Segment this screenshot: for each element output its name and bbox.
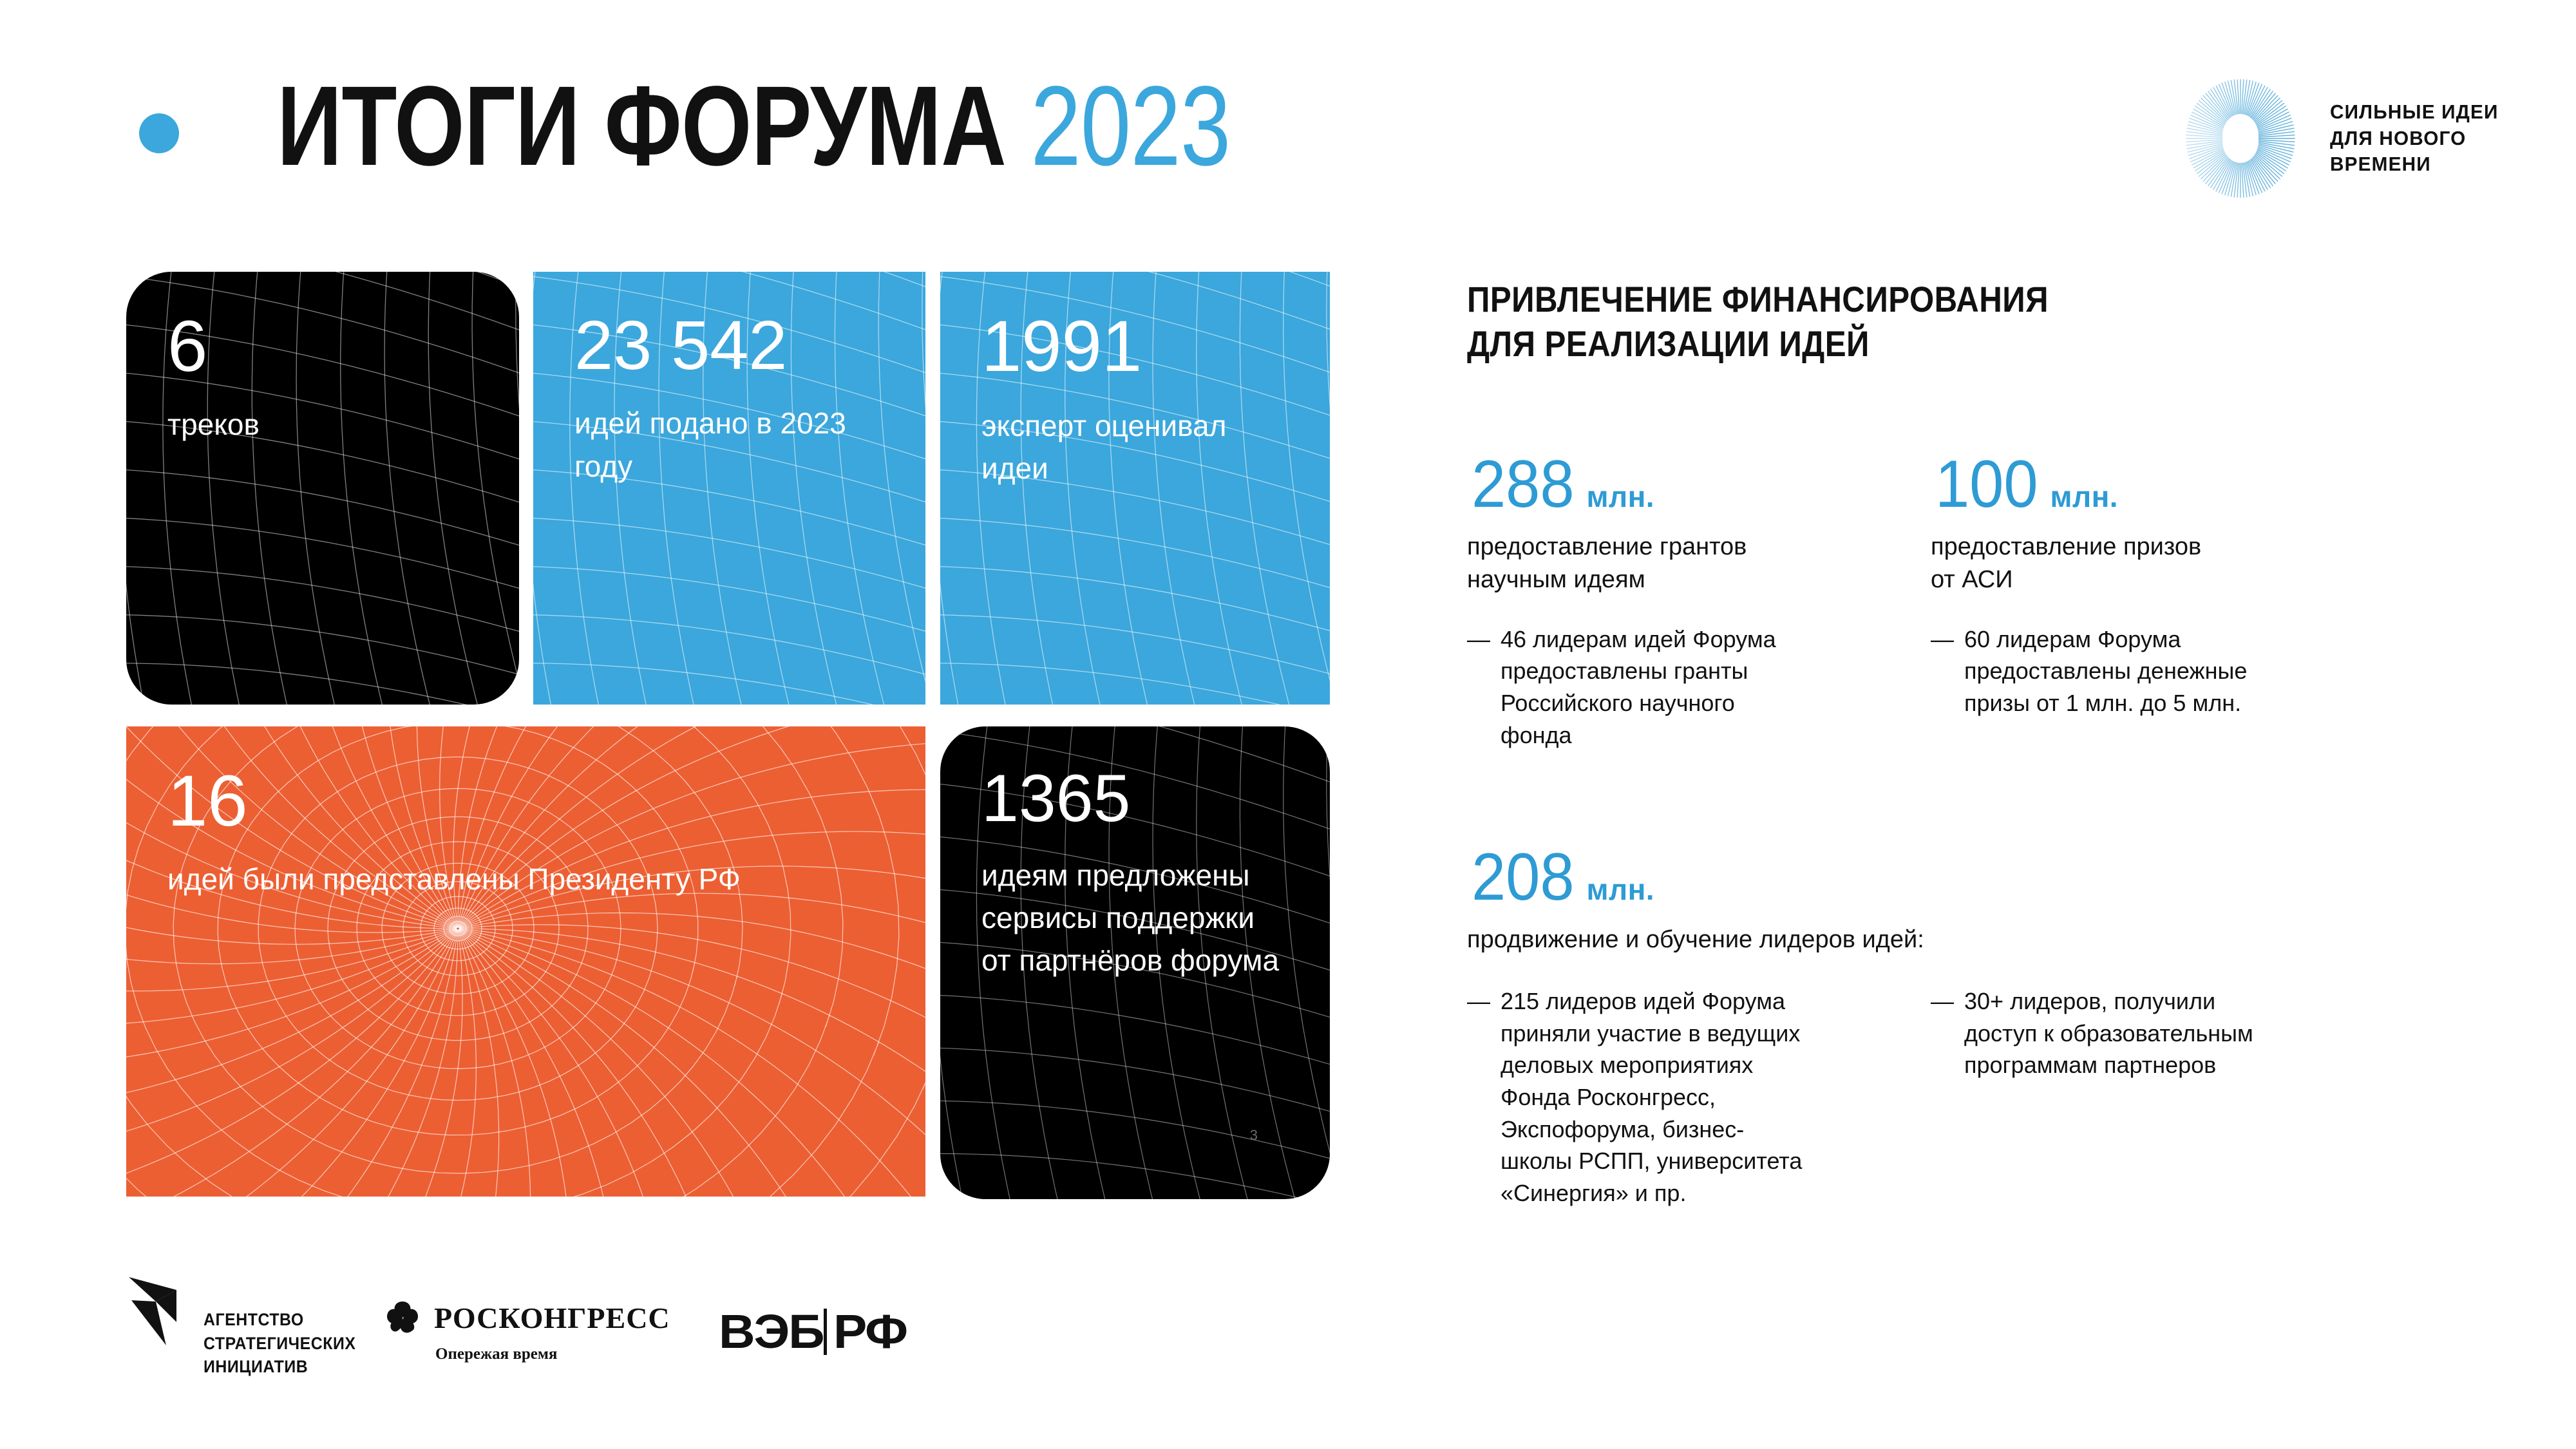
stat-description: продвижение и обучение лидеров идей: [1467, 926, 1924, 953]
tile-president-ideas: 16 идей были представлены Президенту РФ [126, 726, 925, 1197]
grid-pattern-decoration [940, 726, 1330, 1199]
roscongress-tagline: Опережая время [435, 1345, 558, 1363]
stat-grants: 288 млн. предоставление грантов научным … [1467, 451, 1931, 752]
tile-caption: идей подано в 2023 году [574, 406, 846, 484]
tile-support-services: 1365 идеям предложены сервисы поддержки … [940, 726, 1330, 1199]
tile-caption: эксперт оценивал идеи [981, 409, 1227, 486]
bullet-item: — 60 лидерам Форума предоставлены денежн… [1931, 623, 2356, 719]
tile-number: 16 [167, 761, 248, 841]
finance-section: ПРИВЛЕЧЕНИЕ ФИНАНСИРОВАНИЯ ДЛЯ РЕАЛИЗАЦИ… [1467, 277, 2472, 366]
title-bullet-dot [139, 113, 179, 153]
logo-veb-rf: ВЭБ РФ [719, 1285, 908, 1359]
stat-promotion: 208 млн. продвижение и обучение лидеров … [1467, 844, 2472, 956]
bullet-dash: — [1467, 625, 1490, 652]
bullet-column-left: — 215 лидеров идей Форума приняли участи… [1467, 985, 1931, 1209]
roscongress-mark-icon [386, 1302, 419, 1333]
bullet-text: 60 лидерам Форума предоставлены денежные… [1964, 625, 2248, 717]
stats-row-top: 288 млн. предоставление грантов научным … [1467, 451, 2472, 752]
page-title: ИТОГИ ФОРУМА 2023 [277, 70, 1231, 183]
stat-bullets: — 46 лидерам идей Форума предоставлены г… [1467, 623, 1931, 752]
stat-unit: млн. [1586, 480, 1654, 513]
stat-value: 288 млн. [1467, 451, 1931, 518]
page-title-main: ИТОГИ ФОРУМА [277, 63, 1031, 189]
tile-number: 1365 [981, 761, 1131, 836]
radial-pattern-decoration [126, 726, 925, 1197]
logo-roscongress: РОСКОНГРЕСС Опережая время [384, 1285, 719, 1363]
veb-wordmark-left: ВЭБ [719, 1305, 825, 1359]
veb-wordmark-right: РФ [833, 1305, 908, 1359]
tile-number: 1991 [981, 306, 1142, 386]
stat-unit: млн. [2050, 480, 2118, 513]
bullet-dash: — [1467, 988, 1490, 1014]
page-title-year: 2023 [1030, 63, 1231, 189]
sunburst-logo-icon [2179, 77, 2302, 200]
stat-number: 100 [1935, 447, 2038, 522]
brand-wordmark: СИЛЬНЫЕ ИДЕИ ДЛЯ НОВОГО ВРЕМЕНИ [2330, 99, 2499, 178]
asi-wordmark: АГЕНТСТВО СТРАТЕГИЧЕСКИХ ИНИЦИАТИВ [204, 1310, 356, 1376]
bullet-dash: — [1931, 625, 1954, 652]
page-header: ИТОГИ ФОРУМА 2023 СИЛЬНЫЕ ИДЕИ ДЛЯ НОВОГ… [0, 0, 2576, 258]
bullet-item: — 46 лидерам идей Форума предоставлены г… [1467, 623, 1892, 752]
stat-prizes: 100 млн. предоставление призов от АСИ — … [1931, 451, 2394, 752]
bullet-dash: — [1931, 988, 1954, 1014]
bullet-text: 46 лидерам идей Форума предоставлены гра… [1501, 625, 1776, 748]
stat-description: предоставление призов от АСИ [1931, 533, 2202, 593]
brand-logo: СИЛЬНЫЕ ИДЕИ ДЛЯ НОВОГО ВРЕМЕНИ [2179, 77, 2505, 200]
brand-line-2: ДЛЯ НОВОГО [2329, 126, 2466, 149]
bullet-column-right: — 30+ лидеров, получили доступ к образов… [1931, 985, 2394, 1209]
stat-bullets: — 60 лидерам Форума предоставлены денежн… [1931, 623, 2394, 719]
tile-caption: идеям предложены сервисы поддержки от па… [981, 858, 1280, 978]
tile-caption: идей были представлены Президенту РФ [167, 862, 741, 896]
stat-value: 100 млн. [1931, 451, 2394, 518]
asi-arrow-icon [126, 1273, 193, 1354]
tile-tracks: 6 треков [126, 272, 519, 705]
stat-number: 208 [1471, 840, 1575, 914]
stat-number: 288 [1471, 447, 1575, 522]
promotion-bullets: — 215 лидеров идей Форума приняли участи… [1467, 985, 2394, 1209]
bullet-item: — 30+ лидеров, получили доступ к образов… [1931, 985, 2356, 1081]
roscongress-wordmark: РОСКОНГРЕСС [434, 1301, 670, 1334]
grid-pattern-decoration [533, 272, 925, 705]
tile-caption: треков [167, 408, 260, 441]
bullet-text: 30+ лидеров, получили доступ к образоват… [1964, 988, 2253, 1079]
finance-heading: ПРИВЛЕЧЕНИЕ ФИНАНСИРОВАНИЯ ДЛЯ РЕАЛИЗАЦИ… [1467, 279, 2049, 365]
stat-unit: млн. [1586, 873, 1654, 906]
tile-number: 6 [167, 306, 208, 386]
tile-experts: 1991 эксперт оценивал идеи [940, 272, 1330, 705]
partner-logos: АГЕНТСТВО СТРАТЕГИЧЕСКИХ ИНИЦИАТИВ РОСКО… [126, 1277, 908, 1378]
logo-asi: АГЕНТСТВО СТРАТЕГИЧЕСКИХ ИНИЦИАТИВ [126, 1277, 384, 1378]
brand-line-1: СИЛЬНЫЕ ИДЕИ [2329, 100, 2499, 123]
stat-value: 208 млн. [1467, 844, 2472, 911]
stats-row-bottom: 208 млн. продвижение и обучение лидеров … [1467, 844, 2472, 956]
tile-ideas-submitted: 23 542 идей подано в 2023 году [533, 272, 925, 705]
grid-pattern-decoration [940, 272, 1330, 705]
bullet-text: 215 лидеров идей Форума приняли участие … [1501, 988, 1803, 1207]
grid-pattern-decoration [126, 272, 519, 705]
page-number: 3 [1249, 1127, 1258, 1143]
veb-divider [824, 1308, 828, 1355]
stat-description: предоставление грантов научным идеям [1467, 533, 1747, 593]
tile-number: 23 542 [574, 306, 788, 384]
brand-line-3: ВРЕМЕНИ [2329, 153, 2431, 176]
bullet-item: — 215 лидеров идей Форума приняли участи… [1467, 985, 1892, 1209]
